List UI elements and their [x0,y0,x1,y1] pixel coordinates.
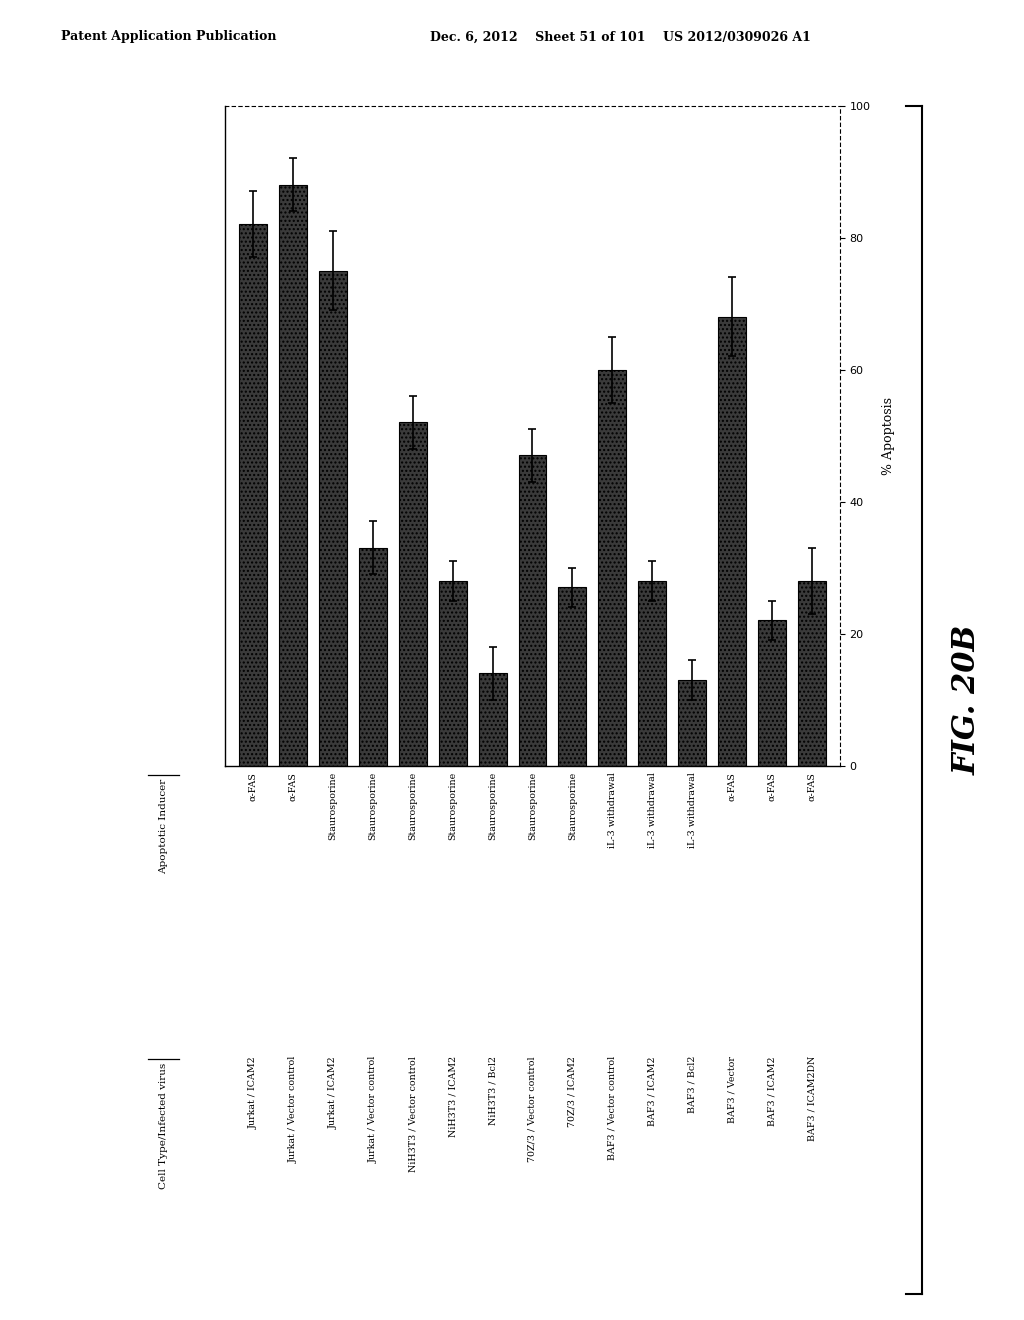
Text: NiH3T3 / ICAM2: NiH3T3 / ICAM2 [449,1056,457,1137]
Bar [558,587,587,766]
Text: Jurkat / Vector control: Jurkat / Vector control [369,1056,378,1163]
Bar [638,581,667,766]
Bar [280,185,307,766]
Text: Cell Type/Infected virus: Cell Type/Infected virus [160,1063,168,1189]
Bar [240,224,267,766]
Bar [319,271,347,766]
Text: Staurosporine: Staurosporine [449,772,457,841]
Text: Apoptotic Inducer: Apoptotic Inducer [160,779,168,874]
Text: Jurkat / ICAM2: Jurkat / ICAM2 [329,1056,338,1129]
Text: Staurosporine: Staurosporine [528,772,537,841]
Bar [438,581,467,766]
Text: α-FAS: α-FAS [289,772,298,801]
Bar [718,317,745,766]
Text: iL-3 withdrawal: iL-3 withdrawal [687,772,696,847]
Text: NiH3T3 / Vector control: NiH3T3 / Vector control [409,1056,418,1172]
Y-axis label: % Apoptosis: % Apoptosis [882,396,895,475]
Text: α-FAS: α-FAS [767,772,776,801]
Bar [598,370,627,766]
Text: BAF3 / Bcl2: BAF3 / Bcl2 [687,1056,696,1113]
Text: BAF3 / ICAM2DN: BAF3 / ICAM2DN [807,1056,816,1142]
Text: Staurosporine: Staurosporine [409,772,418,841]
Text: FIG. 20B: FIG. 20B [952,624,983,775]
Text: 70Z/3 / Vector control: 70Z/3 / Vector control [528,1056,537,1162]
Bar [518,455,547,766]
Text: Staurosporine: Staurosporine [329,772,338,841]
Text: Staurosporine: Staurosporine [568,772,577,841]
Text: 70Z/3 / ICAM2: 70Z/3 / ICAM2 [568,1056,577,1127]
Bar [359,548,387,766]
Text: iL-3 withdrawal: iL-3 withdrawal [608,772,616,847]
Text: Patent Application Publication: Patent Application Publication [61,30,276,44]
Bar [398,422,427,766]
Text: BAF3 / Vector: BAF3 / Vector [727,1056,736,1123]
Text: Staurosporine: Staurosporine [488,772,497,841]
Text: Jurkat / ICAM2: Jurkat / ICAM2 [249,1056,258,1129]
Bar [478,673,507,766]
Text: BAF3 / ICAM2: BAF3 / ICAM2 [767,1056,776,1126]
Text: NiH3T3 / Bcl2: NiH3T3 / Bcl2 [488,1056,497,1125]
Text: BAF3 / Vector control: BAF3 / Vector control [608,1056,616,1160]
Text: BAF3 / ICAM2: BAF3 / ICAM2 [647,1056,656,1126]
Text: Jurkat / Vector control: Jurkat / Vector control [289,1056,298,1163]
Text: Dec. 6, 2012    Sheet 51 of 101    US 2012/0309026 A1: Dec. 6, 2012 Sheet 51 of 101 US 2012/030… [430,30,811,44]
Text: α-FAS: α-FAS [727,772,736,801]
Text: α-FAS: α-FAS [249,772,258,801]
Text: Staurosporine: Staurosporine [369,772,378,841]
Text: α-FAS: α-FAS [807,772,816,801]
Bar [758,620,785,766]
Text: iL-3 withdrawal: iL-3 withdrawal [647,772,656,847]
Bar [798,581,825,766]
Bar [678,680,706,766]
